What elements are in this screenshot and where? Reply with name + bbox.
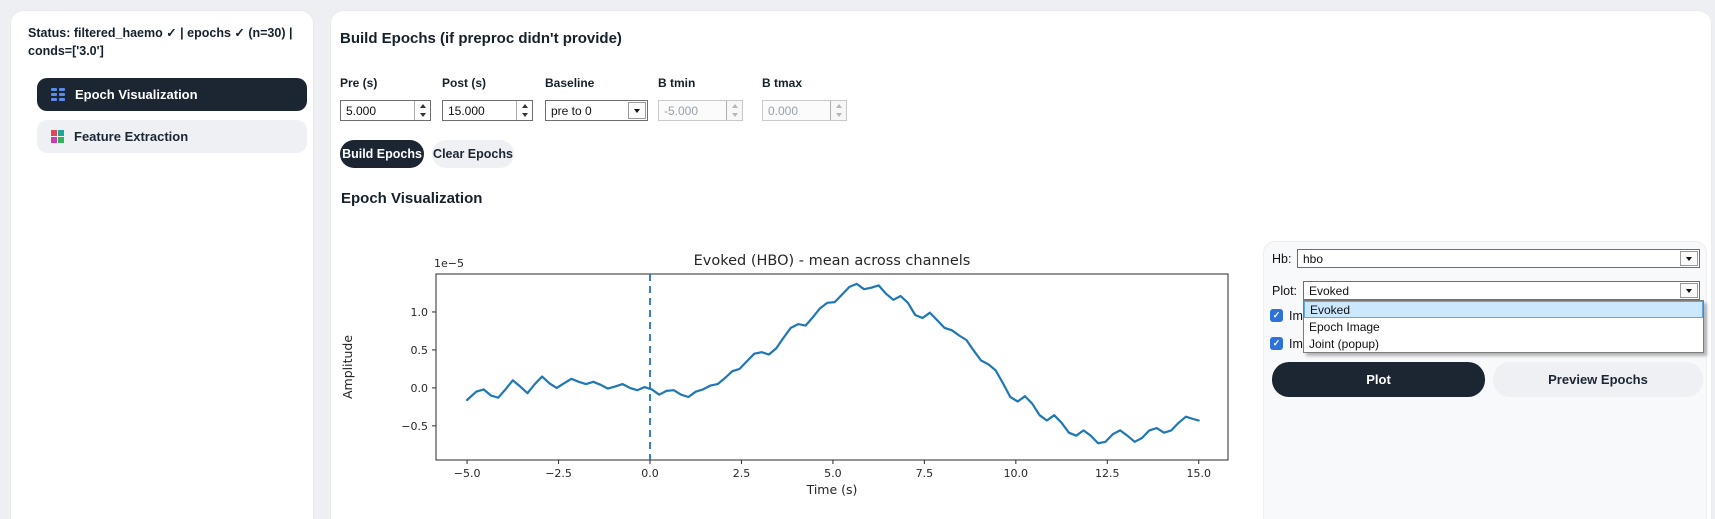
post-label: Post (s) (442, 76, 487, 90)
svg-text:0.0: 0.0 (411, 382, 429, 395)
btmax-input: 0.000 (762, 100, 847, 121)
status-line-1: Status: filtered_haemo ✓ | epochs ✓ (n=3… (28, 26, 293, 40)
grid-table-icon (51, 88, 65, 101)
post-spinner[interactable] (516, 101, 532, 120)
plot-button[interactable]: Plot (1272, 362, 1485, 397)
svg-text:Evoked (HBO) - mean across cha: Evoked (HBO) - mean across channels (694, 253, 971, 269)
build-epochs-title: Build Epochs (if preproc didn't provide) (340, 30, 622, 47)
sidebar-item-label: Feature Extraction (74, 129, 189, 144)
clear-epochs-button[interactable]: Clear Epochs (432, 140, 514, 168)
pre-label: Pre (s) (340, 76, 378, 90)
btmin-spinner (726, 101, 742, 120)
svg-text:5.0: 5.0 (824, 467, 842, 480)
svg-text:2.5: 2.5 (733, 467, 751, 480)
svg-text:0.5: 0.5 (411, 344, 429, 357)
status-text: Status: filtered_haemo ✓ | epochs ✓ (n=3… (28, 25, 296, 60)
plot-type-dropdown-list: Evoked Epoch Image Joint (popup) (1303, 300, 1704, 353)
sidebar-item-label: Epoch Visualization (75, 87, 198, 102)
btmin-input: -5.000 (658, 100, 743, 121)
svg-text:12.5: 12.5 (1095, 467, 1120, 480)
chevron-down-icon[interactable] (1680, 283, 1698, 298)
svg-text:0.0: 0.0 (641, 467, 659, 480)
dropdown-option-evoked[interactable]: Evoked (1304, 301, 1703, 318)
svg-text:1e−5: 1e−5 (434, 257, 464, 270)
preview-epochs-button[interactable]: Preview Epochs (1493, 362, 1703, 397)
btmin-label: B tmin (658, 76, 696, 90)
hb-select[interactable]: hbo (1297, 249, 1700, 268)
svg-text:−5.0: −5.0 (454, 467, 481, 480)
dropdown-option-joint-popup[interactable]: Joint (popup) (1309, 336, 1380, 351)
plot-type-select[interactable]: Evoked (1303, 281, 1700, 300)
baseline-label: Baseline (545, 76, 595, 90)
sidebar: Status: filtered_haemo ✓ | epochs ✓ (n=3… (10, 10, 314, 519)
evoked-chart: −5.0 −2.5 0.0 2.5 5.0 7.5 10.0 12.5 15.0 −0.5 0.0 0… (340, 253, 1229, 497)
chevron-down-icon[interactable] (1680, 251, 1698, 266)
svg-text:−0.5: −0.5 (401, 420, 428, 433)
btmax-spinner (830, 101, 846, 120)
svg-text:7.5: 7.5 (916, 467, 934, 480)
dropdown-option-epoch-image[interactable]: Epoch Image (1309, 319, 1380, 334)
pre-spinner[interactable] (414, 101, 430, 120)
feature-blocks-icon (51, 130, 64, 143)
svg-text:Time (s): Time (s) (806, 482, 858, 497)
chevron-down-icon[interactable] (628, 102, 646, 119)
baseline-select[interactable]: pre to 0 (545, 100, 648, 121)
btmax-label: B tmax (762, 76, 803, 90)
svg-text:Amplitude: Amplitude (340, 335, 355, 399)
pre-input[interactable]: 5.000 (340, 100, 431, 121)
epoch-visualization-title: Epoch Visualization (341, 190, 483, 207)
image-checkbox-1[interactable]: ✓ (1270, 309, 1283, 322)
sidebar-item-feature-extraction[interactable]: Feature Extraction (37, 120, 307, 153)
build-epochs-button[interactable]: Build Epochs (340, 140, 424, 168)
svg-text:10.0: 10.0 (1004, 467, 1029, 480)
hb-label: Hb: (1272, 252, 1292, 266)
image-checkbox-2[interactable]: ✓ (1270, 337, 1283, 350)
svg-text:−2.5: −2.5 (545, 467, 572, 480)
plot-type-label: Plot: (1272, 284, 1298, 298)
post-input[interactable]: 15.000 (442, 100, 533, 121)
sidebar-item-epoch-visualization[interactable]: Epoch Visualization (37, 78, 307, 111)
status-line-2: conds=['3.0'] (28, 43, 104, 58)
svg-text:15.0: 15.0 (1186, 467, 1211, 480)
svg-text:1.0: 1.0 (411, 306, 429, 319)
